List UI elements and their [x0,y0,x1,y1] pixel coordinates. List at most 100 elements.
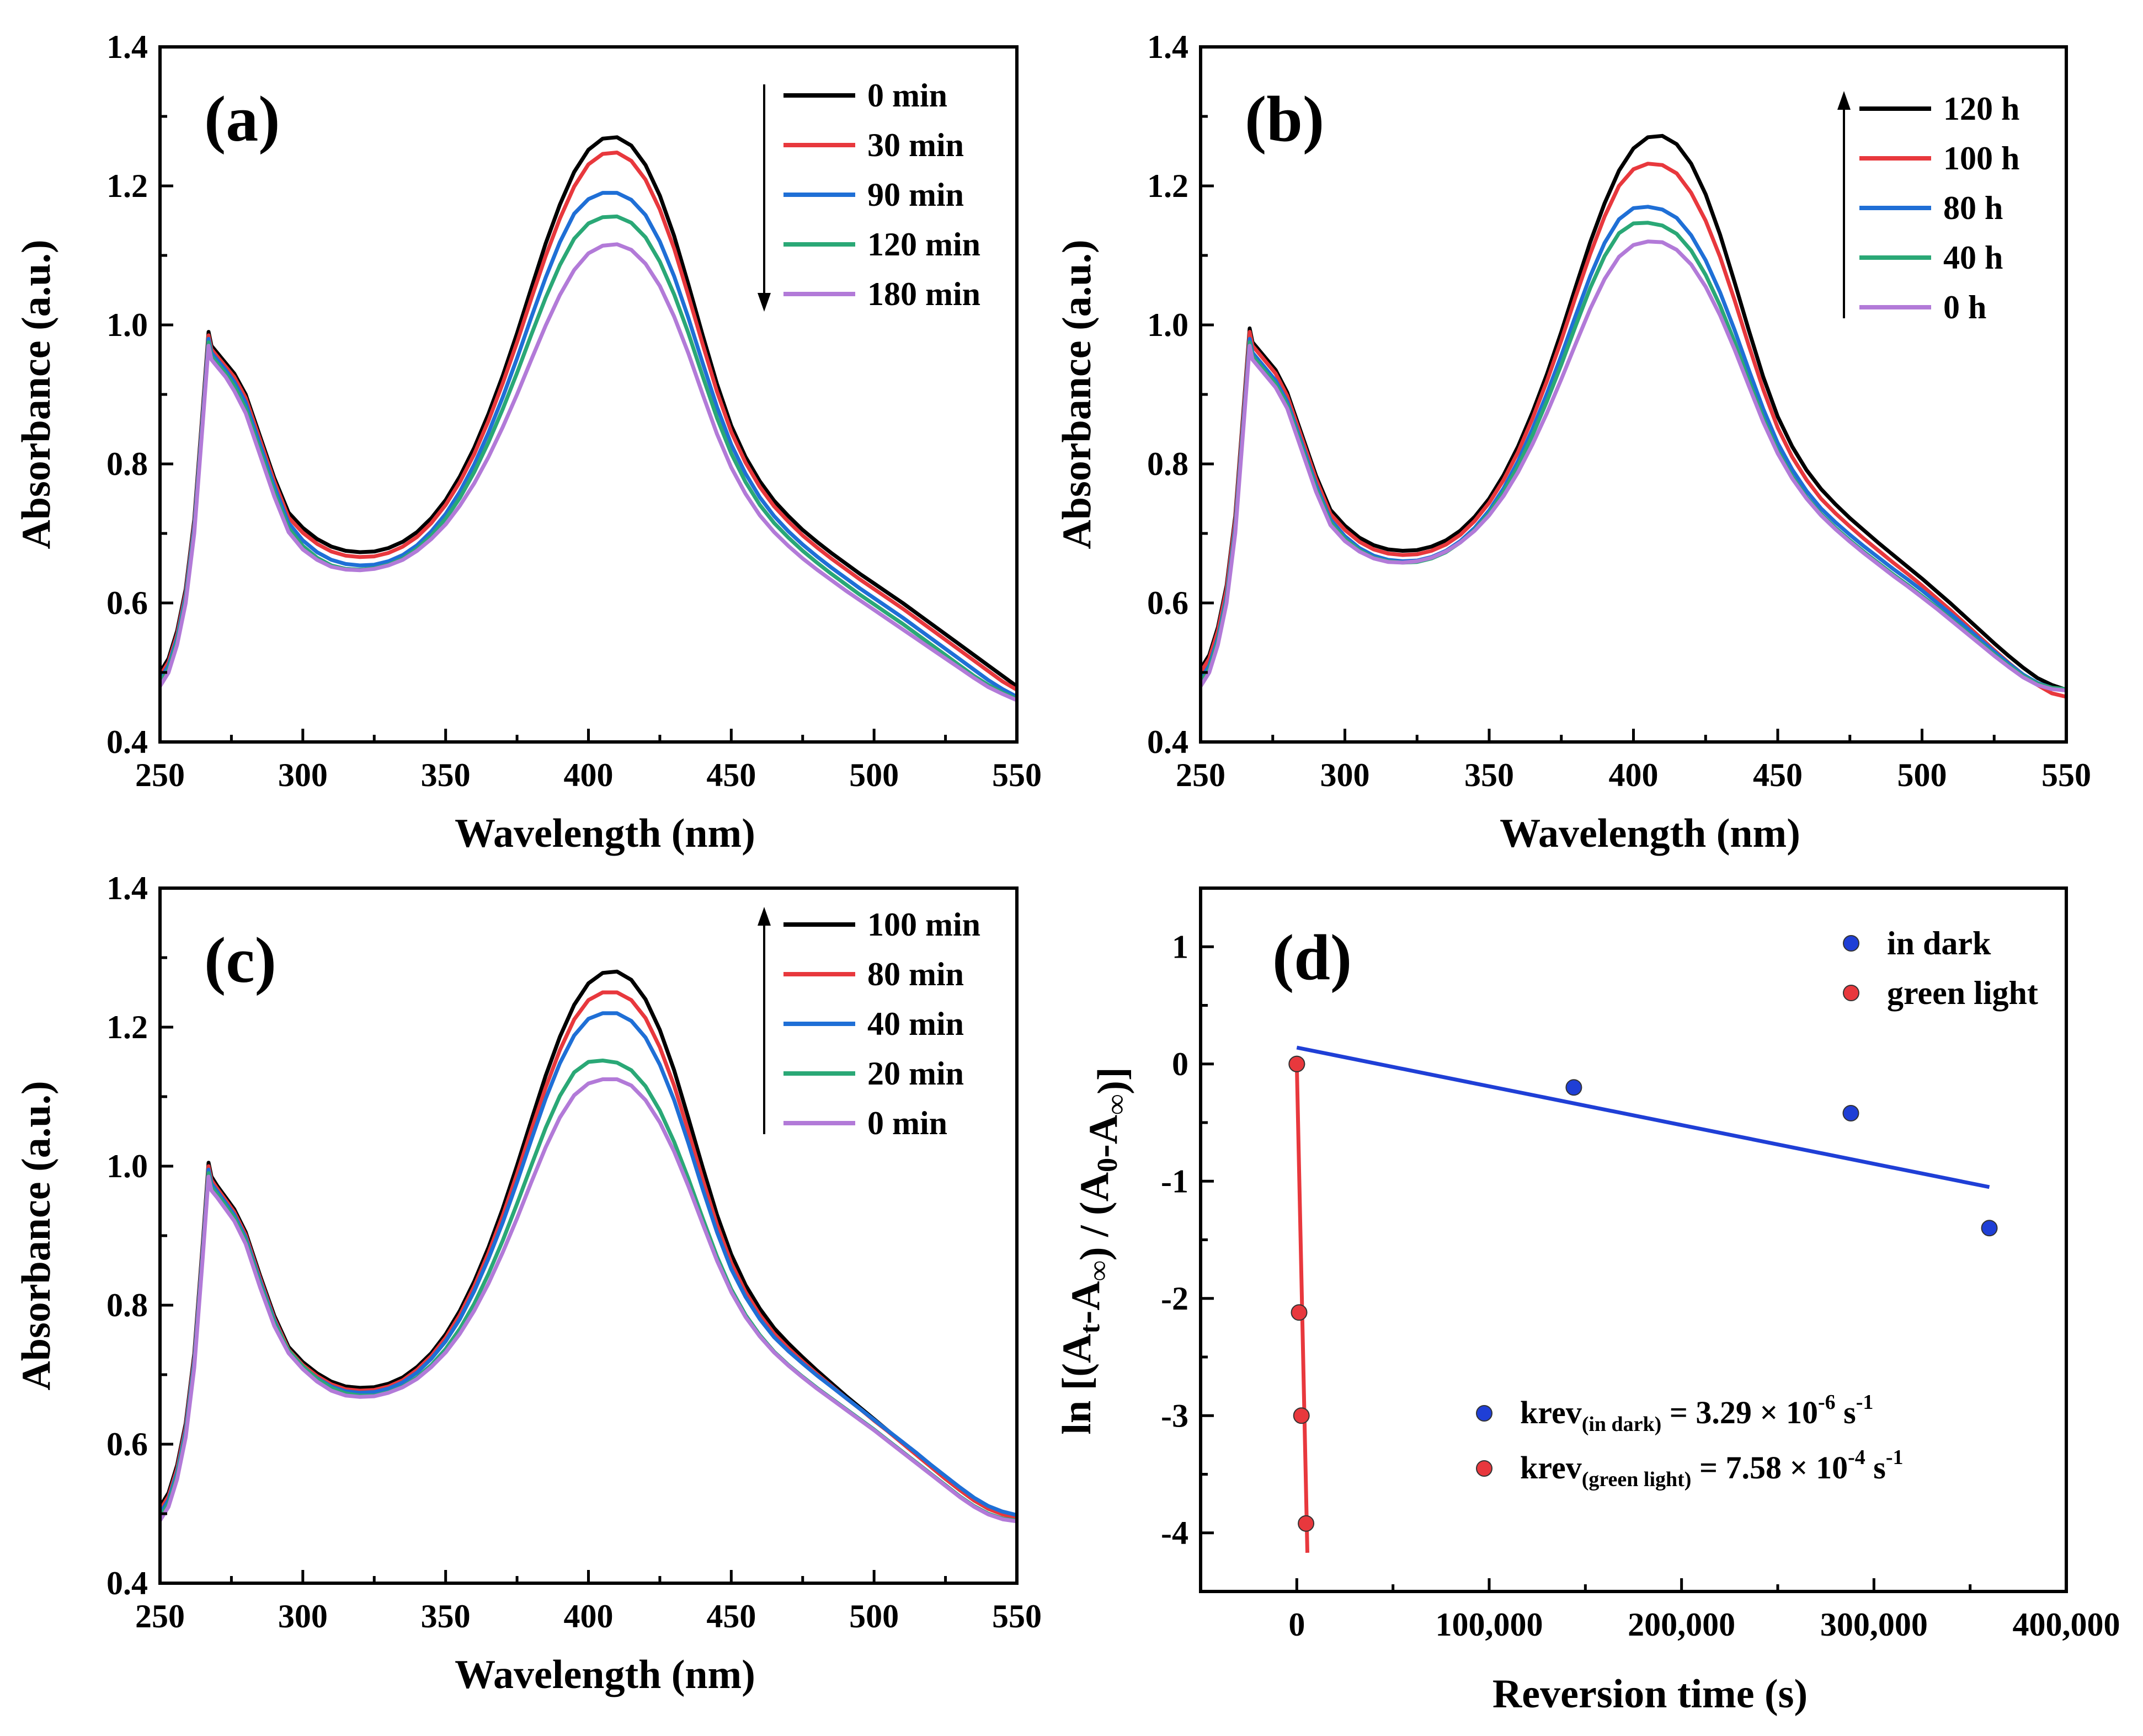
legend-label: 100 min [867,906,980,943]
series-line-2 [1199,205,2067,692]
legend-marker [1843,935,1859,952]
x-tick-label: 500 [849,1598,899,1634]
y-tick-label: 1.2 [106,1009,148,1045]
y-tick-label: 0 [1172,1046,1188,1082]
x-tick-label: 450 [706,757,756,793]
annotation-exponent: -4 [1848,1446,1865,1469]
legend-label: 30 min [867,127,964,163]
series-line-4 [158,1077,1017,1524]
y-tick-label: 1.2 [1147,168,1188,204]
annotation-unit-exponent: -1 [1886,1446,1904,1469]
y-label-text: -A [1081,1115,1126,1158]
panel-d: 0 100,000 200,000 300,000 400,000 -4 -3 -2 -1 0 1 R… [1054,886,2120,1717]
series-line-0 [158,135,1019,688]
x-tick-label: 300,000 [1820,1606,1928,1643]
y-tick-label: 1.2 [106,168,148,204]
y-axis-label: Absorbance (a.u.) [1054,239,1100,549]
series-line-4 [1199,239,2067,693]
legend-label: 180 min [867,276,980,312]
x-tick-label: 100,000 [1436,1606,1543,1643]
legend-label: 120 min [867,226,980,263]
y-tick-label: -1 [1161,1163,1188,1199]
x-axis-label: Reversion time (s) [1492,1671,1808,1717]
x-tick-label: 400 [1609,757,1659,793]
series-line-3 [158,214,1018,701]
legend-label: 80 min [867,956,964,992]
x-tick-label: 450 [1753,757,1803,793]
y-tick-label: 0.8 [1147,446,1188,482]
x-tick-label: 250 [135,1598,185,1634]
y-label-text: ) / (A [1072,1172,1117,1260]
legend-label: 90 min [867,177,964,213]
annotation-main: krev [1520,1450,1582,1486]
legend-marker [1843,985,1859,1001]
trend-arrow-head [758,293,771,312]
y-axis-label: ln [(At-A∞) / (A0-A∞)] [1054,1067,1135,1434]
x-tick-label: 350 [1464,757,1514,793]
panel-label: (d) [1272,921,1352,993]
legend-label: 40 h [1943,239,2003,276]
annotation-unit: s [1865,1450,1886,1486]
trend-arrow-head [758,907,771,926]
panel-a: 250 300 350 400 450 500 550 0.4 0.6 0.8 1.0 1.2 1.4 W… [14,29,1042,856]
x-axis-label: Wavelength (nm) [455,811,755,856]
x-tick-label: 550 [992,1598,1042,1634]
legend-label: 0 min [867,77,947,114]
legend-label: 0 min [867,1105,947,1141]
series-line-1 [158,151,1018,692]
y-label-subscript: 0 [1092,1158,1123,1172]
x-tick-label: 500 [1897,757,1947,793]
y-tick-label: -2 [1161,1280,1188,1317]
legend-label: 0 h [1943,289,1986,325]
data-point-1 [1288,1055,1305,1072]
rate-constant-annotation: krev(in dark) = 3.29 × 10-6 s-1 [1520,1391,1873,1436]
y-tick-label: 0.4 [1147,724,1188,760]
y-tick-label: 1.4 [106,29,148,65]
y-label-text: )] [1090,1067,1135,1094]
x-tick-label: 300 [1320,757,1370,793]
x-tick-label: 450 [706,1598,756,1634]
panel-label: (a) [204,83,280,155]
x-tick-label: 200,000 [1628,1606,1735,1643]
y-tick-label: 0.6 [1147,585,1188,621]
y-tick-label: 1.0 [106,307,148,343]
y-label-text: -A [1063,1281,1108,1324]
x-tick-label: 550 [992,757,1042,793]
annotation-unit: s [1836,1395,1856,1430]
legend-label: in dark [1887,925,1991,962]
annotation-unit-exponent: -1 [1856,1391,1874,1414]
y-label-subscript: t [1074,1324,1106,1334]
x-tick-label: 400 [564,757,614,793]
x-tick-label: 350 [421,757,471,793]
annotation-value: = 3.29 × 10 [1661,1395,1818,1430]
y-tick-label: -3 [1161,1397,1188,1434]
y-tick-label: 1.4 [106,870,148,906]
data-point-1 [1298,1515,1315,1532]
annotation-value: = 7.58 × 10 [1691,1450,1848,1486]
annotation-subscript: (in dark) [1582,1413,1662,1436]
y-tick-label: 0.4 [106,724,148,760]
legend-label: green light [1887,975,2038,1011]
y-axis-label: Absorbance (a.u.) [14,1081,59,1390]
y-tick-label: 0.8 [106,1287,148,1323]
x-tick-label: 300 [278,1598,328,1634]
y-axis-label: Absorbance (a.u.) [14,239,59,549]
y-tick-label: 1.4 [1147,29,1188,65]
x-axis-label: Wavelength (nm) [1500,811,1800,856]
panel-c: 250 300 350 400 450 500 550 0.4 0.6 0.8 1.0 1.2 1.4 W… [14,870,1042,1697]
legend-label: 80 h [1943,190,2003,226]
series-line-0 [158,969,1017,1519]
x-tick-label: 300 [278,757,328,793]
annotation-exponent: -6 [1818,1391,1836,1414]
legend-label: 100 h [1943,140,2019,177]
legend-label: 20 min [867,1055,964,1092]
y-tick-label: 0.4 [106,1565,148,1601]
y-label-text: ln [(A [1054,1334,1100,1435]
plot-frame [158,886,1019,1585]
panel-label: (b) [1245,83,1324,155]
x-tick-label: 400,000 [2013,1606,2120,1643]
annotation-main: krev [1520,1395,1582,1430]
series-line-3 [1199,221,2067,691]
x-tick-label: 350 [421,1598,471,1634]
